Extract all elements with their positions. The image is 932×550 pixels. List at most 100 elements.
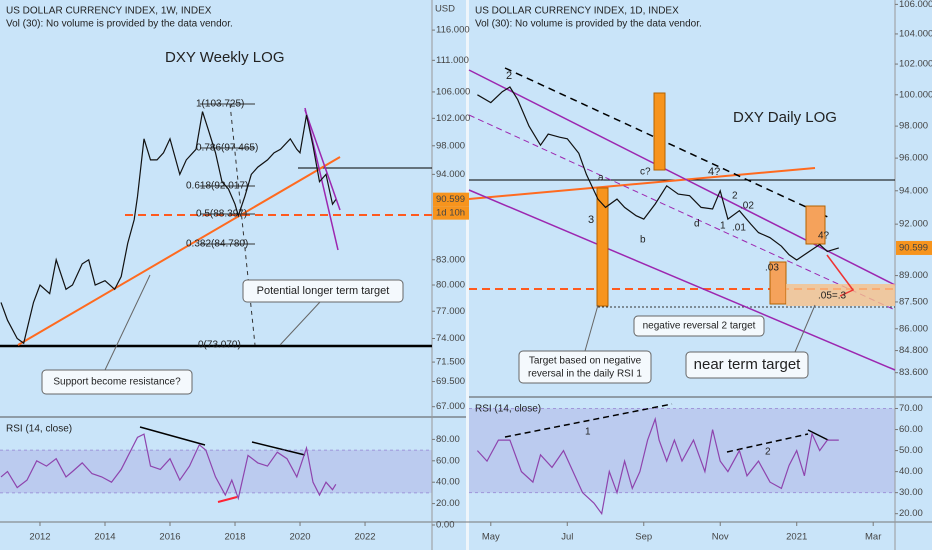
callout-text: near term target bbox=[694, 356, 802, 373]
y-tick-label: 106.000 bbox=[899, 0, 932, 10]
divider bbox=[466, 0, 469, 550]
rsi-trend bbox=[139, 426, 206, 446]
y-tick-label: 80.000 bbox=[436, 280, 465, 291]
callout-pointer bbox=[279, 301, 321, 346]
trend-line bbox=[17, 156, 341, 346]
wave-trend bbox=[504, 67, 831, 219]
wave-label: c? bbox=[640, 167, 651, 178]
y-tick-label: 80.00 bbox=[436, 434, 460, 445]
wave-label: 3 bbox=[588, 214, 594, 226]
x-tick-label: Nov bbox=[712, 532, 729, 543]
y-tick-label: 102.000 bbox=[436, 113, 470, 124]
y-tick-label: 71.500 bbox=[436, 357, 465, 368]
wave-label: .02 bbox=[740, 201, 754, 212]
fib-label: 0.382(84.780) bbox=[186, 239, 248, 250]
y-tick-label: 98.000 bbox=[899, 121, 928, 132]
price-line bbox=[0, 433, 337, 501]
price-tag-bg bbox=[896, 240, 932, 255]
currency: USD bbox=[435, 4, 455, 15]
x-tick-label: 2021 bbox=[786, 532, 807, 543]
y-tick-label: 40.00 bbox=[436, 477, 460, 488]
y-tick-label: 106.000 bbox=[436, 86, 470, 97]
y-tick-label: 104.000 bbox=[899, 28, 932, 39]
x-tick-label: May bbox=[482, 532, 500, 543]
wave-label: .01 bbox=[732, 223, 746, 234]
rsi-label: 1 bbox=[585, 427, 591, 438]
callout-text: Potential longer term target bbox=[257, 285, 390, 297]
target-box bbox=[596, 187, 609, 307]
indicator-title: RSI (14, close) bbox=[475, 404, 541, 415]
x-tick-label: 2014 bbox=[94, 532, 115, 543]
trend-line bbox=[468, 167, 816, 200]
fib-label: 0.618(92.017) bbox=[186, 181, 248, 192]
y-tick-label: 60.00 bbox=[899, 424, 923, 435]
chart-title: DXY Weekly LOG bbox=[165, 49, 285, 66]
fib-label: 0.5(88.397) bbox=[196, 209, 247, 220]
y-tick-label: 87.500 bbox=[899, 296, 928, 307]
y-tick-label: 100.000 bbox=[899, 89, 932, 100]
countdown-bg bbox=[433, 206, 469, 220]
wave-label: .05=.3 bbox=[818, 291, 847, 302]
price-tag-bg bbox=[433, 192, 469, 207]
price-line bbox=[0, 111, 337, 345]
wave-label: 2 bbox=[506, 70, 512, 82]
price-line bbox=[477, 86, 839, 261]
y-tick-label: 96.000 bbox=[899, 153, 928, 164]
y-tick-label: 77.000 bbox=[436, 306, 465, 317]
channel-line bbox=[468, 189, 896, 371]
y-tick-label: 20.00 bbox=[436, 498, 460, 509]
wave-label: 2 bbox=[732, 191, 738, 202]
y-tick-label: 60.00 bbox=[436, 455, 460, 466]
y-tick-label: 94.000 bbox=[436, 169, 465, 180]
y-tick-label: 98.000 bbox=[436, 140, 465, 151]
price-tag: 90.599 bbox=[436, 194, 465, 205]
rsi-trend bbox=[807, 429, 829, 441]
y-tick-label: 111.000 bbox=[436, 55, 469, 66]
fib-levels bbox=[200, 103, 255, 245]
x-tick-label: 2012 bbox=[29, 532, 50, 543]
y-tick-label: 84.800 bbox=[899, 345, 928, 356]
x-tick-label: 2018 bbox=[224, 532, 245, 543]
target-box bbox=[805, 205, 826, 245]
callout bbox=[242, 279, 404, 303]
symbol-title: US DOLLAR CURRENCY INDEX, 1W, INDEX bbox=[6, 6, 212, 17]
callout-pointer bbox=[794, 304, 816, 353]
y-tick-label: 83.600 bbox=[899, 367, 928, 378]
callout-pointer bbox=[104, 274, 151, 371]
x-tick-label: Jul bbox=[561, 532, 573, 543]
callout-text: Support become resistance? bbox=[53, 377, 181, 388]
callout bbox=[685, 351, 809, 379]
callout-text: Target based on negative bbox=[529, 356, 642, 367]
y-tick-label: 40.00 bbox=[899, 466, 923, 477]
y-tick-label: 67.000 bbox=[436, 401, 465, 412]
symbol-title: US DOLLAR CURRENCY INDEX, 1D, INDEX bbox=[475, 6, 679, 17]
y-tick-label: 0.00 bbox=[436, 520, 455, 531]
projection-arrow bbox=[826, 254, 855, 297]
x-tick-label: Mar bbox=[865, 532, 881, 543]
rsi-band bbox=[0, 450, 432, 493]
fib-label: 0.786(97.465) bbox=[196, 143, 258, 154]
x-tick-label: 2016 bbox=[159, 532, 180, 543]
rsi-trend bbox=[726, 433, 809, 453]
fib-label: 1(103.725) bbox=[196, 99, 244, 110]
channel-line bbox=[468, 69, 896, 286]
y-tick-label: 69.500 bbox=[436, 376, 465, 387]
x-tick-label: 2022 bbox=[354, 532, 375, 543]
rsi-trend bbox=[217, 496, 238, 503]
x-tick-label: Sep bbox=[635, 532, 652, 543]
callout bbox=[41, 369, 193, 395]
target-box bbox=[653, 92, 666, 171]
y-tick-label: 94.000 bbox=[899, 185, 928, 196]
wave-label: b bbox=[640, 235, 646, 246]
callout bbox=[633, 315, 765, 337]
rsi-trend bbox=[504, 403, 673, 438]
wave-label: 1 bbox=[720, 221, 726, 232]
target-box bbox=[769, 261, 787, 305]
rsi-band bbox=[469, 408, 895, 493]
rsi-label: 2 bbox=[765, 447, 771, 458]
y-tick-label: 83.000 bbox=[436, 254, 465, 265]
wave-label: 4? bbox=[708, 166, 720, 178]
y-tick-label: 70.00 bbox=[899, 403, 923, 414]
wave-label: d bbox=[694, 219, 700, 230]
